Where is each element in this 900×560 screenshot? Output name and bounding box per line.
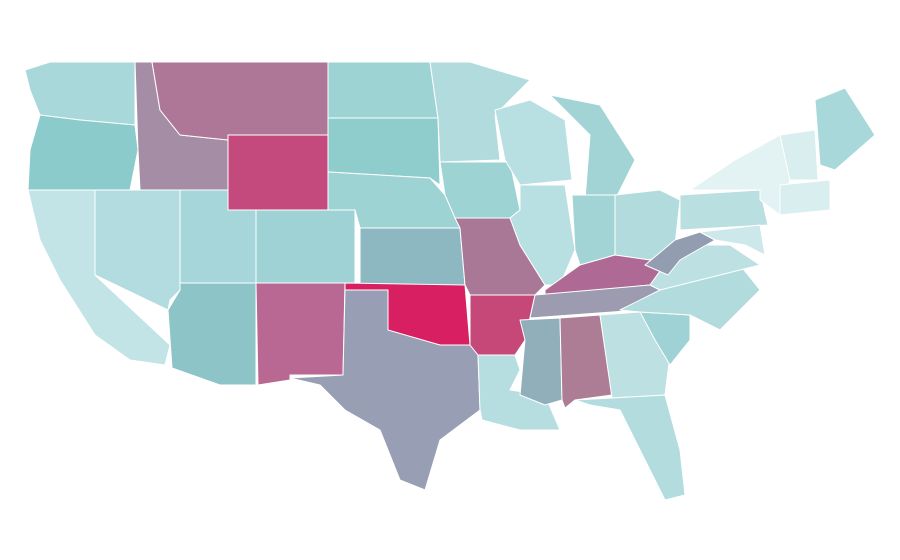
- state: [439, 161, 521, 219]
- state: [679, 189, 769, 231]
- state: [519, 317, 563, 406]
- state: [509, 184, 576, 286]
- state: [574, 394, 686, 501]
- state: [429, 61, 531, 163]
- state: [779, 129, 819, 181]
- state: [327, 61, 439, 119]
- state: [255, 282, 346, 386]
- state: [227, 134, 329, 211]
- state: [699, 224, 766, 256]
- state: [571, 194, 616, 266]
- state: [814, 87, 876, 171]
- state: [255, 209, 356, 284]
- state: [327, 117, 441, 186]
- state: [289, 289, 481, 491]
- state: [27, 114, 139, 191]
- state: [151, 61, 329, 141]
- state: [167, 282, 257, 386]
- state: [779, 179, 831, 216]
- state: [359, 227, 466, 286]
- state: [477, 354, 561, 431]
- state: [494, 99, 573, 186]
